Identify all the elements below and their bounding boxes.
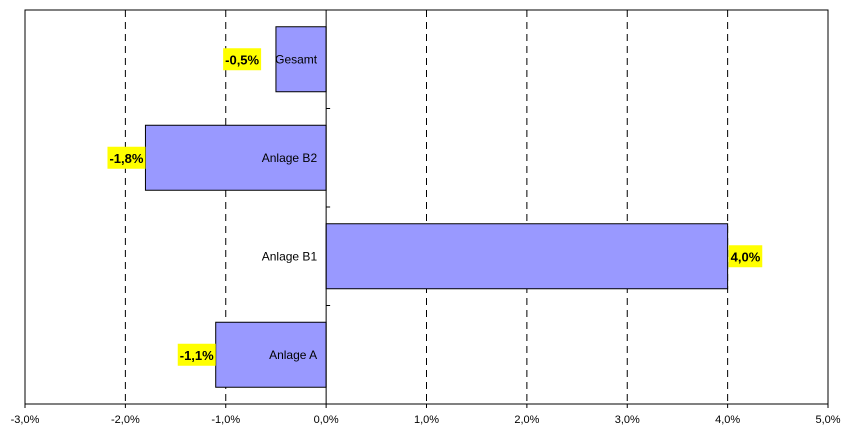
bars (144, 26, 729, 388)
data-label-1: 4,0% (728, 245, 763, 268)
data-label-bg-3 (223, 48, 262, 71)
gridlines (124, 10, 729, 404)
data-label-bg-0 (177, 343, 216, 366)
bar-0 (215, 321, 327, 388)
x-tick-label-5: 2,0% (514, 414, 539, 426)
category-label-1: Anlage B1 (262, 249, 318, 263)
category-label-2: Anlage B2 (262, 151, 318, 165)
x-tick-label-8: 5,0% (815, 414, 840, 426)
category-label-0: Anlage A (269, 348, 317, 362)
bar-1 (325, 223, 729, 290)
x-tick-label-0: -3,0% (11, 414, 40, 426)
data-label-2: -1,8% (107, 146, 146, 169)
data-label-0: -1,1% (177, 343, 216, 366)
category-label-3: Gesamt (275, 52, 318, 66)
x-tick-label-4: 1,0% (414, 414, 439, 426)
x-tick-label-1: -2,0% (111, 414, 140, 426)
x-tick-label-3: 0,0% (314, 414, 339, 426)
data-label-bg-2 (107, 146, 146, 169)
axes: -3,0% -2,0% -1,0% 0,0% 1,0% 2,0% 3,0% 4,0% 5,0% (11, 9, 841, 426)
data-label-3: -0,5% (223, 48, 262, 71)
x-tick-label-6: 3,0% (615, 414, 640, 426)
data-label-text-3: -0,5% (225, 52, 259, 67)
data-label-text-1: 4,0% (731, 249, 761, 264)
data-label-text-0: -1,1% (180, 348, 214, 363)
data-label-bg-1 (728, 245, 763, 268)
labels: Anlage A Anlage B1 Anlage B2 Gesamt -1,1% 4,0… (107, 48, 763, 366)
data-label-text-2: -1,8% (109, 151, 143, 166)
x-tick-label-7: 4,0% (715, 414, 740, 426)
x-tick-label-2: -1,0% (211, 414, 240, 426)
